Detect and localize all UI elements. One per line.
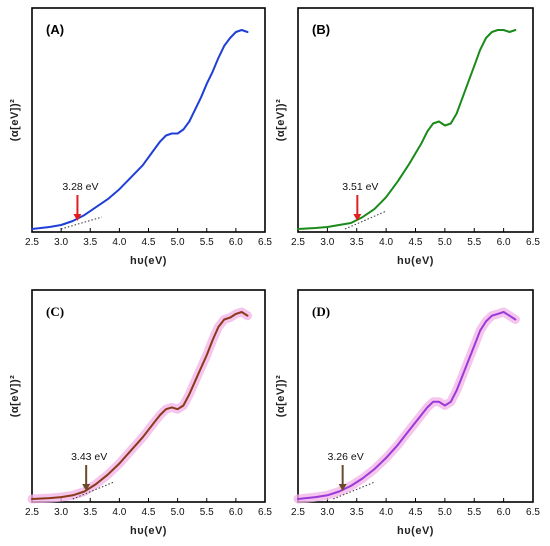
x-tick-label: 4.5	[142, 507, 156, 518]
x-axis-label: hυ(eV)	[130, 255, 167, 267]
x-tick-label: 4.5	[142, 237, 156, 248]
x-tick-label: 5.5	[200, 507, 214, 518]
tangent-line	[72, 481, 114, 500]
y-axis-label: (α[eV])²	[275, 375, 287, 418]
x-axis-label: hυ(eV)	[397, 525, 434, 537]
x-tick-label: 2.5	[291, 507, 305, 518]
x-tick-label: 3.0	[54, 237, 68, 248]
x-tick-label: 4.5	[409, 237, 423, 248]
bandgap-arrow-head	[338, 484, 347, 491]
x-tick-label: 4.0	[112, 507, 126, 518]
panel-label: (D)	[312, 304, 330, 319]
x-tick-label: 3.0	[320, 237, 334, 248]
x-tick-label: 3.5	[350, 507, 364, 518]
panel-label: (C)	[46, 304, 64, 319]
chart-panel-3: 2.5 3.0 3.5 4.0 4.5 5.0 5.5 6.0 6.5 hυ(eV) (α[eV])…	[9, 289, 272, 537]
x-axis-label: hυ(eV)	[397, 255, 434, 267]
series-glow	[293, 307, 520, 504]
axes-frame	[297, 289, 534, 503]
axes-frame	[31, 7, 266, 233]
series-line	[297, 311, 517, 500]
x-tick-label: 2.5	[291, 237, 305, 248]
x-tick-label: 3.5	[83, 237, 97, 248]
x-axis-label: hυ(eV)	[130, 525, 167, 537]
x-tick-label: 6.0	[229, 237, 243, 248]
bandgap-label: 3.51 eV	[342, 181, 378, 193]
x-tick-label: 5.0	[171, 237, 185, 248]
bandgap-arrow-head	[82, 484, 91, 491]
x-tick-label: 4.0	[112, 237, 126, 248]
x-tick-label: 2.5	[25, 507, 39, 518]
x-tick-label: 5.0	[438, 507, 452, 518]
series-line	[31, 311, 249, 500]
x-tick-label: 6.0	[229, 507, 243, 518]
x-tick-label: 4.0	[379, 237, 393, 248]
axes-frame	[297, 7, 534, 233]
x-tick-label: 5.0	[438, 237, 452, 248]
panel-label: (B)	[312, 22, 330, 37]
y-axis-label: (α[eV])²	[9, 99, 21, 142]
x-tick-label: 6.5	[526, 507, 540, 518]
tangent-line	[333, 481, 375, 500]
series-line	[31, 29, 249, 230]
bandgap-label: 3.28 eV	[62, 181, 98, 193]
bandgap-label: 3.26 eV	[328, 451, 364, 463]
x-tick-label: 3.5	[83, 507, 97, 518]
x-tick-label: 5.0	[171, 507, 185, 518]
bandgap-arrow-head	[353, 214, 362, 221]
tangent-line	[60, 216, 103, 230]
x-tick-label: 3.0	[320, 507, 334, 518]
x-tick-label: 5.5	[200, 237, 214, 248]
x-tick-label: 4.0	[379, 507, 393, 518]
tangent-line	[344, 210, 387, 230]
x-tick-label: 6.0	[497, 237, 511, 248]
bandgap-label: 3.43 eV	[71, 451, 107, 463]
x-tick-label: 6.5	[526, 237, 540, 248]
y-axis-label: (α[eV])²	[9, 375, 21, 418]
x-tick-label: 3.0	[54, 507, 68, 518]
x-tick-label: 6.5	[258, 237, 272, 248]
chart-panel-1: 2.5 3.0 3.5 4.0 4.5 5.0 5.5 6.0 6.5 hυ(eV) (α[eV])…	[9, 7, 272, 267]
y-axis-label: (α[eV])²	[275, 99, 287, 142]
x-tick-label: 5.5	[467, 507, 481, 518]
x-tick-label: 3.5	[350, 237, 364, 248]
bandgap-arrow-head	[73, 214, 82, 221]
x-tick-label: 5.5	[467, 237, 481, 248]
chart-panel-4: 2.5 3.0 3.5 4.0 4.5 5.0 5.5 6.0 6.5 hυ(eV) (α[eV])…	[275, 289, 540, 537]
x-tick-label: 4.5	[409, 507, 423, 518]
series-line	[297, 29, 517, 230]
series-glow	[27, 307, 252, 504]
x-tick-label: 2.5	[25, 237, 39, 248]
x-tick-label: 6.5	[258, 507, 272, 518]
panel-label: (A)	[46, 22, 64, 37]
x-tick-label: 6.0	[497, 507, 511, 518]
chart-panel-2: 2.5 3.0 3.5 4.0 4.5 5.0 5.5 6.0 6.5 hυ(eV) (α[eV])…	[275, 7, 540, 267]
